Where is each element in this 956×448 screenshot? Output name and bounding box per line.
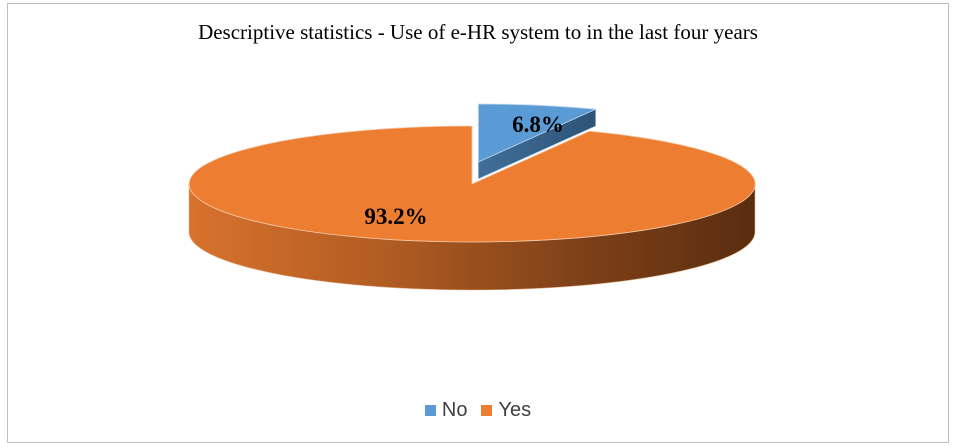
chart-title: Descriptive statistics - Use of e-HR sys… [198,20,758,44]
legend-label-no: No [441,399,468,421]
data-label-no: 6.8% [512,112,564,137]
pie-slice-no [478,103,598,163]
legend-item-no: No [424,399,468,422]
chart-area: Descriptive statistics - Use of e-HR sys… [7,3,949,443]
legend-swatch-yes [481,405,493,416]
data-label-yes: 93.2% [364,204,427,229]
pie-chart: 6.8% 93.2% [188,103,756,291]
legend-swatch-no [424,405,436,416]
legend-label-yes: Yes [498,399,532,421]
chart-legend: No Yes [8,399,948,422]
legend-item-yes: Yes [481,399,531,422]
pie-slice-yes [188,125,756,243]
